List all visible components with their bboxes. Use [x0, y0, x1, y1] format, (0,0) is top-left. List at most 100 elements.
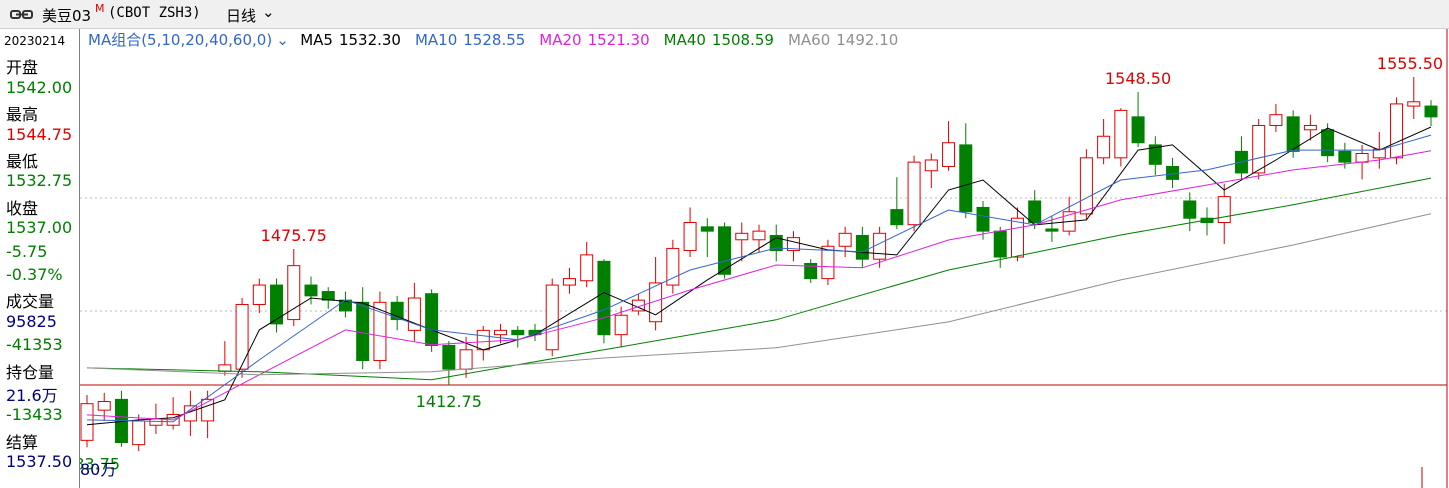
- info-text: 持仓量: [6, 362, 55, 382]
- price-annotation: 1475.75: [261, 226, 327, 245]
- legend-name: MA20: [539, 31, 581, 49]
- candle-body: [804, 263, 818, 280]
- candle-body: [597, 260, 611, 336]
- candle-body: [1286, 116, 1300, 152]
- candle-body: [1010, 217, 1024, 258]
- ma-line: [86, 213, 1432, 376]
- info-text: 结算: [6, 432, 39, 452]
- info-text: -41353: [6, 335, 63, 355]
- candle-body: [459, 349, 473, 370]
- candle-body: [1028, 200, 1042, 224]
- info-text: 95825: [6, 311, 57, 331]
- info-text: 1537.50: [6, 452, 73, 472]
- candle-body: [201, 398, 215, 422]
- legend-value: 1508.59: [712, 31, 774, 49]
- candle-body: [252, 284, 266, 305]
- candle-body: [1045, 228, 1059, 232]
- candle-body: [494, 329, 508, 336]
- candle-body: [752, 230, 766, 241]
- candle-body: [1148, 144, 1162, 165]
- legend-value: 1528.55: [463, 31, 525, 49]
- legend-name: MA40: [664, 31, 706, 49]
- candle-body: [735, 232, 749, 241]
- candle-body: [976, 206, 990, 232]
- candle-body: [1114, 109, 1128, 159]
- candle-body: [873, 232, 887, 260]
- legend-name: MA60: [788, 31, 830, 49]
- candle-body: [890, 209, 904, 226]
- candle-body: [270, 284, 284, 325]
- candle-body: [907, 161, 921, 226]
- candle-body: [97, 401, 111, 411]
- symbol-name: 美豆03: [42, 7, 92, 25]
- info-text: 1544.75: [6, 124, 73, 144]
- candle-body: [373, 301, 387, 362]
- badge: M: [95, 2, 105, 15]
- candle-body: [1269, 114, 1283, 126]
- legend-value: 1532.30: [339, 31, 401, 49]
- candle-body: [1166, 165, 1180, 180]
- info-text: 开盘: [6, 58, 39, 78]
- info-panel: 20230214 开盘 1542.00 最高 1544.75 最低 1532.75 收盘 153…: [0, 29, 80, 488]
- candle-body: [1097, 135, 1111, 159]
- candle-body: [356, 301, 370, 362]
- candle-body: [666, 247, 680, 286]
- period-dropdown[interactable]: 日线: [226, 7, 257, 25]
- info-text: 1542.00: [6, 77, 73, 97]
- candle-body: [442, 344, 456, 370]
- candle-body: [1183, 200, 1197, 219]
- candle-body: [304, 284, 318, 297]
- chart: MA组合(5,10,20,40,60,0) ⌄ MA5 1532.30 MA10 1528…: [80, 29, 1449, 488]
- candle-body: [476, 329, 490, 351]
- candle-body: [631, 299, 645, 312]
- legend-arrow[interactable]: ⌄: [276, 31, 289, 49]
- icon: [10, 10, 33, 19]
- candle-body: [1372, 148, 1386, 159]
- candle-body: [838, 232, 852, 247]
- candle-body: [80, 403, 94, 441]
- candle-body: [1424, 105, 1438, 118]
- legend-value: 1521.30: [588, 31, 650, 49]
- ma-line: [86, 134, 1432, 423]
- candle-body: [287, 265, 301, 321]
- candle-body: [425, 293, 439, 346]
- candle-body: [700, 226, 714, 232]
- candle-body: [511, 329, 525, 336]
- candle-body: [132, 420, 146, 446]
- info-text: -0.37%: [6, 265, 63, 284]
- ma-line: [86, 126, 1432, 426]
- info-text: -13433: [6, 405, 63, 425]
- price-annotation: 1383.75: [80, 454, 120, 473]
- info-text: 成交量: [6, 292, 55, 312]
- info-text: 最高: [6, 105, 39, 125]
- candle-body: [1217, 196, 1231, 224]
- candle-body: [614, 314, 628, 336]
- symbol-code: (CBOT ZSH3): [108, 5, 201, 21]
- candle-body: [1303, 124, 1317, 131]
- link-icon[interactable]: [10, 7, 34, 25]
- candle-body: [959, 144, 973, 213]
- ma-line: [86, 150, 1432, 421]
- info-text: 最低: [6, 152, 39, 171]
- legend-name: MA5: [300, 31, 333, 49]
- candle-body: [1355, 153, 1369, 163]
- dropdown-arrow[interactable]: ⌄: [262, 3, 275, 21]
- candle-body: [855, 234, 869, 260]
- legend-value: 1492.10: [836, 31, 898, 49]
- candle-body: [545, 284, 559, 351]
- price-annotation: 1412.75: [416, 392, 482, 411]
- candle-body: [235, 303, 249, 370]
- candle-body: [821, 245, 835, 280]
- candle-body: [1338, 150, 1352, 163]
- candle-body: [1407, 101, 1421, 107]
- candle-body: [942, 142, 956, 167]
- candle-body: [562, 278, 576, 286]
- price-annotation: 1555.50: [1377, 54, 1443, 73]
- candle-body: [580, 254, 594, 282]
- plot-bg: [80, 29, 1449, 488]
- candle-body: [993, 230, 1007, 258]
- candle-body: [683, 222, 697, 252]
- candle-body: [1321, 129, 1335, 157]
- volume-label: 80万: [80, 460, 116, 479]
